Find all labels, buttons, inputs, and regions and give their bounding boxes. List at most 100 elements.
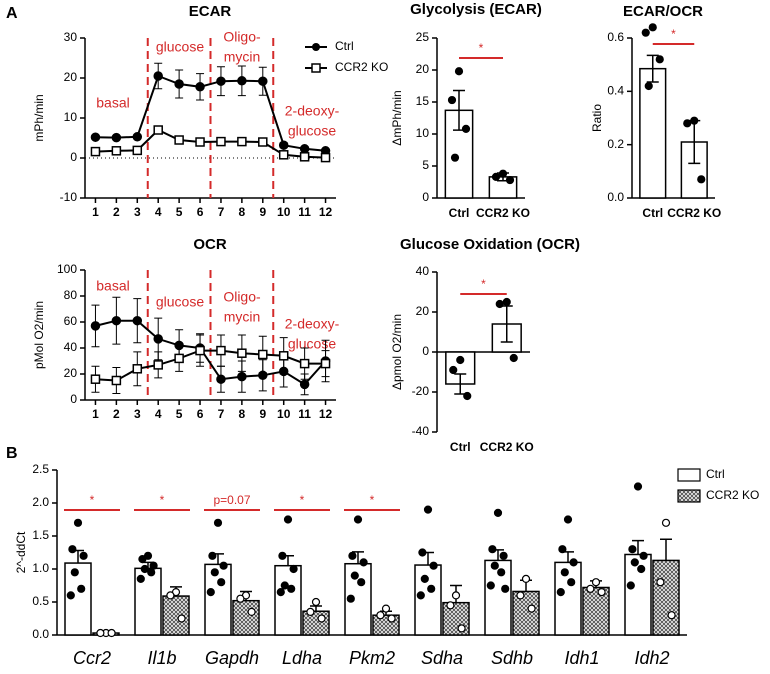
y-tick-label: 2.5	[32, 462, 49, 476]
data-point	[381, 604, 391, 613]
x-tick-label: 7	[218, 407, 225, 421]
x-tick-label: Sdhb	[491, 648, 533, 668]
phase-label: 2-deoxy-	[285, 316, 340, 332]
data-point	[278, 551, 287, 560]
point	[278, 150, 289, 160]
y-tick-label: 20	[416, 62, 430, 76]
point	[278, 140, 289, 150]
y-tick-label: 0.4	[607, 84, 624, 98]
phase-label: mycin	[224, 309, 261, 325]
data-point	[107, 628, 116, 638]
y-tick-label: -20	[412, 384, 430, 398]
data-point	[463, 391, 472, 401]
chart-title: Glycolysis (ECAR)	[410, 1, 542, 18]
data-point	[630, 558, 639, 567]
y-tick-label: 40	[64, 340, 78, 354]
bar	[204, 563, 232, 636]
point	[195, 345, 205, 356]
point	[90, 132, 101, 142]
point	[90, 374, 101, 384]
point	[90, 146, 101, 157]
point	[278, 351, 289, 361]
x-tick-label: Sdha	[421, 648, 463, 668]
y-tick-label: 0	[422, 190, 429, 204]
x-tick-label: CCR2 KO	[480, 440, 534, 454]
x-tick-label: 8	[239, 407, 246, 421]
x-tick-label: Gapdh	[205, 648, 259, 668]
data-point	[499, 551, 508, 560]
significance-label: *	[370, 493, 375, 507]
x-tick-label: 3	[134, 205, 141, 219]
point	[174, 353, 184, 364]
significance-label: *	[671, 27, 676, 41]
y-tick-label: 1.5	[32, 528, 49, 542]
data-point	[418, 548, 427, 557]
y-tick-label: 15	[416, 94, 430, 108]
data-point	[505, 175, 515, 185]
phase-label: basal	[96, 278, 129, 294]
data-point	[597, 587, 606, 597]
x-tick-label: 6	[197, 205, 204, 219]
data-point	[493, 508, 503, 518]
data-point	[166, 591, 175, 600]
panel-label: B	[6, 445, 18, 462]
x-tick-label: 1	[92, 205, 99, 219]
y-tick-label: 5	[422, 158, 429, 172]
data-point	[416, 591, 425, 600]
point	[237, 76, 247, 86]
legend-label: Ctrl	[335, 39, 354, 53]
bar	[274, 564, 302, 636]
x-tick-label: 5	[176, 205, 183, 219]
y-tick-label: 0.6	[607, 30, 624, 44]
data-point	[495, 299, 504, 309]
y-axis-label: Δpmol O2/min	[390, 314, 404, 390]
point	[216, 76, 226, 86]
data-point	[420, 574, 429, 584]
x-tick-label: 4	[155, 205, 162, 219]
bar	[414, 564, 442, 636]
x-tick-label: 2	[113, 407, 120, 421]
data-point	[213, 518, 223, 527]
x-tick-label: Idh2	[634, 648, 669, 668]
data-point	[490, 561, 499, 570]
data-point	[283, 515, 293, 524]
phase-label: glucose	[156, 294, 204, 310]
x-tick-label: Ldha	[282, 648, 322, 668]
bar	[639, 67, 667, 199]
data-point	[501, 584, 510, 593]
data-point	[68, 545, 77, 554]
bar	[512, 590, 540, 636]
point	[153, 71, 163, 81]
y-tick-label: 1.0	[32, 561, 49, 575]
phase-label: glucose	[288, 336, 336, 352]
chart-title: ECAR	[189, 3, 232, 20]
bar	[162, 595, 190, 636]
data-point	[177, 614, 186, 623]
y-tick-label: 40	[416, 264, 430, 278]
y-tick-label: 0.5	[32, 594, 49, 608]
point	[258, 349, 268, 360]
point	[90, 321, 101, 331]
data-point	[641, 28, 650, 37]
data-point	[697, 175, 706, 184]
data-point	[461, 124, 471, 133]
x-tick-label: 1	[92, 407, 99, 421]
point	[299, 144, 310, 154]
data-point	[96, 628, 105, 638]
data-point	[451, 591, 461, 600]
data-point	[690, 116, 699, 125]
error-bar	[453, 89, 465, 131]
data-point	[79, 551, 88, 560]
error-bar	[660, 538, 672, 561]
data-point	[639, 551, 648, 560]
data-point	[359, 558, 368, 567]
point	[153, 125, 163, 135]
x-tick-label: 11	[298, 407, 311, 421]
point	[258, 76, 268, 86]
data-point	[311, 597, 321, 607]
legend-label: CCR2 KO	[335, 60, 388, 74]
chart-title: ECAR/OCR	[623, 3, 703, 20]
data-point	[357, 578, 366, 587]
data-point	[77, 584, 86, 593]
y-tick-label: 0	[70, 150, 77, 164]
